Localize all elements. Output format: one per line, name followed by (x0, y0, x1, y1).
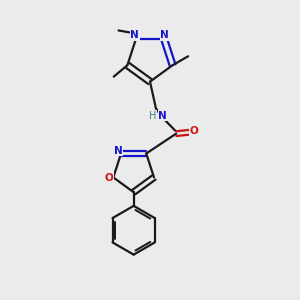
Text: O: O (190, 126, 198, 136)
Text: N: N (114, 146, 122, 155)
Text: N: N (158, 111, 167, 121)
Text: H: H (149, 111, 157, 121)
Text: O: O (105, 173, 113, 183)
Text: N: N (160, 30, 169, 40)
Text: N: N (130, 30, 139, 40)
